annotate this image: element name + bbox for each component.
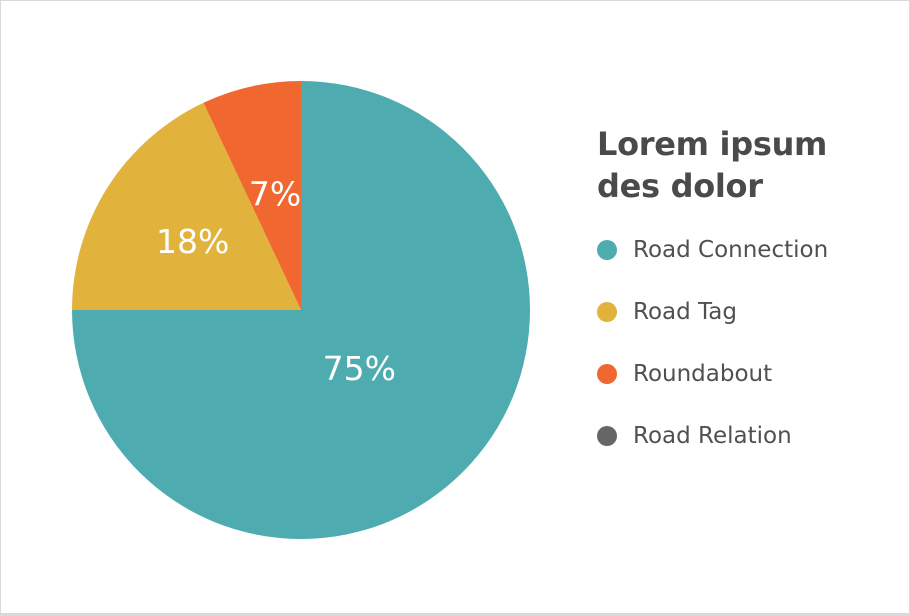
legend-item-road-tag: Road Tag [597,293,897,331]
legend-title-line-1: Lorem ipsum [597,125,828,163]
legend-item-label: Road Tag [633,299,737,325]
legend-dot-icon [597,426,617,446]
legend-dot-icon [597,302,617,322]
legend-item-roundabout: Roundabout [597,355,897,393]
legend-dot-icon [597,364,617,384]
legend-item-label: Road Relation [633,423,792,449]
legend-dot-icon [597,240,617,260]
pie-slice-label: 18% [156,222,229,261]
pie-slice-label: 75% [323,349,396,388]
legend-title: Lorem ipsum des dolor [597,123,897,207]
legend-item-label: Road Connection [633,237,829,263]
legend-title-line-2: des dolor [597,167,763,205]
legend: Lorem ipsum des dolor Road Connection Ro… [597,123,897,479]
pie-slice-road-tag [72,102,301,310]
legend-item-road-connection: Road Connection [597,231,897,269]
legend-item-road-relation: Road Relation [597,417,897,455]
pie-slice-roundabout [203,81,301,310]
pie-slice-label: 7% [249,174,301,213]
legend-item-label: Roundabout [633,361,773,387]
